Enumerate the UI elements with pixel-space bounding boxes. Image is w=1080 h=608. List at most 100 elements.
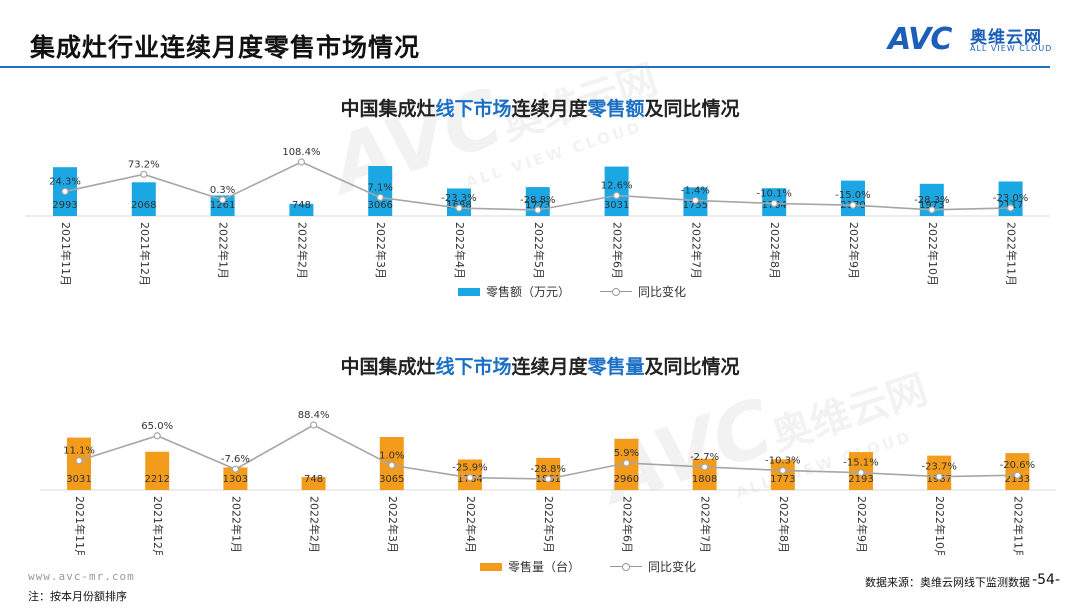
bar-value-label: 1773 <box>525 200 550 211</box>
bar-value-label: 1808 <box>692 474 717 485</box>
legend-line-label: 同比变化 <box>648 560 697 574</box>
bar-value-label: 1303 <box>223 474 248 485</box>
yoy-label: 0.3% <box>210 185 235 196</box>
chart-2-legend: 零售量（台） 同比变化 <box>480 558 696 575</box>
yoy-label: -28.8% <box>520 195 555 206</box>
logo-chinese-name: 奥维云网 <box>970 28 1042 48</box>
yoy-point <box>779 466 787 475</box>
slide-title: 集成灶行业连续月度零售市场情况 <box>30 33 421 62</box>
legend-bar-swatch <box>458 287 480 296</box>
x-tick-label: 2022年5月 <box>532 222 546 279</box>
yoy-label: 73.2% <box>128 159 160 170</box>
chart-1-legend: 零售额（万元） 同比变化 <box>458 283 686 300</box>
logo-english-name: ALL VIEW CLOUD <box>970 44 1053 53</box>
yoy-label: 1.0% <box>379 450 404 461</box>
x-tick-label: 2022年11月 <box>1011 496 1025 555</box>
yoy-label: 65.0% <box>141 421 173 432</box>
bar-value-label: 3066 <box>367 200 392 211</box>
bar-value-label: 748 <box>304 474 323 485</box>
bar <box>604 166 629 216</box>
x-tick-label: 2022年9月 <box>847 222 861 279</box>
x-tick-label: 2022年10月 <box>926 222 940 286</box>
x-tick-label: 2022年1月 <box>229 496 243 553</box>
x-tick-label: 2022年7月 <box>699 496 713 553</box>
yoy-label: 11.1% <box>63 446 95 457</box>
bar <box>927 455 952 490</box>
page-number: -54- <box>1032 572 1060 588</box>
yoy-point <box>770 199 778 208</box>
yoy-label: 88.4% <box>298 410 330 421</box>
yoy-point <box>297 158 305 166</box>
x-tick-label: 2022年11月 <box>1005 222 1019 286</box>
chart-1-retail-value: 2993206812617483066168817733031175517042… <box>25 147 1050 286</box>
yoy-label: -28.3% <box>914 195 949 206</box>
x-tick-label: 2022年4月 <box>464 496 478 553</box>
header-divider <box>0 66 1050 68</box>
bar <box>289 203 314 216</box>
yoy-point <box>534 206 542 214</box>
x-tick-label: 2022年8月 <box>768 222 782 279</box>
yoy-point <box>310 421 318 429</box>
bar-value-label: 2193 <box>848 474 873 485</box>
bar-value-label: 2068 <box>131 200 156 211</box>
bar-value-label: 3031 <box>604 200 629 211</box>
footnote: 注：按本月份额排序 <box>28 590 127 603</box>
yoy-label: -15.0% <box>835 190 870 201</box>
yoy-point <box>153 432 161 440</box>
yoy-label: 12.6% <box>601 181 633 192</box>
yoy-point <box>700 463 709 471</box>
yoy-label: -10.3% <box>765 455 800 466</box>
x-tick-label: 2022年9月 <box>855 496 869 553</box>
yoy-point <box>928 206 936 214</box>
bar-value-label: 2133 <box>1005 474 1030 485</box>
x-tick-label: 2022年1月 <box>217 222 231 279</box>
yoy-label: -23.7% <box>922 462 957 473</box>
bar-value-label: 3065 <box>379 474 404 485</box>
bar-value-label: 2993 <box>52 200 77 211</box>
yoy-label: 24.3% <box>49 176 81 187</box>
x-tick-label: 2022年2月 <box>308 496 322 553</box>
legend-line-label: 同比变化 <box>638 285 687 299</box>
yoy-label: -15.1% <box>843 458 878 469</box>
logo-mark: AVC <box>888 22 952 57</box>
chart-1-title: 中国集成灶线下市场连续月度零售额及同比情况 <box>340 98 740 120</box>
x-tick-label: 2021年11月 <box>59 222 73 286</box>
bar <box>841 180 865 216</box>
chart-2-retail-volume: 3031221213037483065176418612960180817732… <box>39 410 1057 555</box>
yoy-label: -20.6% <box>1000 460 1035 471</box>
yoy-label: -1.4% <box>681 185 710 196</box>
bar <box>145 451 170 490</box>
yoy-point <box>140 170 148 178</box>
yoy-point <box>691 196 700 205</box>
bar-value-label: 3031 <box>66 474 91 485</box>
yoy-point <box>544 475 552 483</box>
bar <box>210 195 235 216</box>
data-source: 数据来源：奥维云网线下监测数据 <box>865 576 1030 589</box>
yoy-label: -10.1% <box>757 188 792 199</box>
bar <box>770 459 795 490</box>
x-tick-label: 2022年2月 <box>295 222 309 279</box>
x-tick-label: 2021年12月 <box>151 496 165 555</box>
bar-value-label: 1261 <box>210 200 235 211</box>
bar-value-label: 748 <box>292 200 311 211</box>
legend-bar-label: 零售量（台） <box>508 560 581 574</box>
yoy-point <box>388 461 396 469</box>
x-tick-label: 2022年10月 <box>933 496 947 555</box>
yoy-point <box>61 187 69 196</box>
x-tick-label: 2022年5月 <box>542 496 556 553</box>
chart-2-title: 中国集成灶线下市场连续月度零售量及同比情况 <box>340 356 740 378</box>
x-tick-label: 2022年7月 <box>689 222 703 279</box>
bar-value-label: 2212 <box>144 474 169 485</box>
yoy-point <box>1013 471 1022 479</box>
yoy-point <box>219 196 227 204</box>
bar <box>301 477 326 490</box>
x-tick-label: 2022年3月 <box>386 496 400 553</box>
x-tick-label: 2021年12月 <box>138 222 152 286</box>
legend-line-swatch <box>600 287 633 297</box>
legend-bar-label: 零售额（万元） <box>486 285 571 299</box>
x-tick-label: 2022年6月 <box>620 496 634 553</box>
x-tick-label: 2022年4月 <box>453 222 467 279</box>
yoy-label: -23.3% <box>441 193 476 204</box>
legend-bar-swatch <box>480 562 502 571</box>
bar <box>1005 453 1030 490</box>
